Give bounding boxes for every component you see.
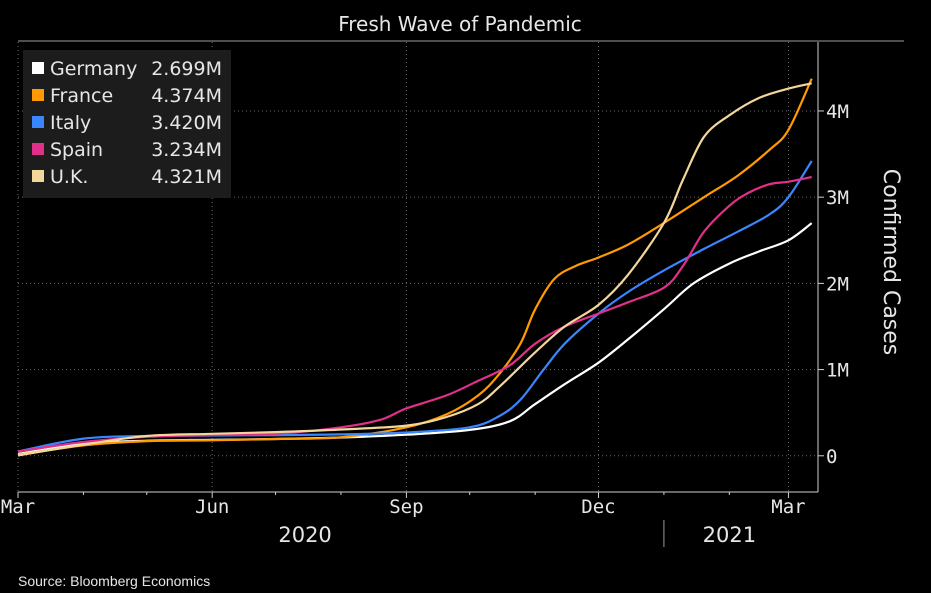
series-line-spain [17, 175, 812, 453]
series-lines [17, 78, 813, 457]
x-tick-label: Sep [389, 496, 423, 518]
legend-swatch [32, 62, 44, 74]
legend-swatch [32, 170, 44, 182]
x-tick-label: Dec [581, 496, 615, 518]
y-tick-label: 0 [826, 446, 837, 468]
axes: 0 1M 2M 3M 4M Mar Jun Sep Dec Mar 2020 2021 [1, 42, 849, 547]
x-tick-label: Mar [1, 496, 35, 518]
y-tick-label: 1M [826, 360, 849, 382]
x-tick-label: Mar [771, 496, 805, 518]
legend: Germany 2.699M France 4.374M Italy 3.420M Spai… [23, 50, 231, 198]
legend-series-name: Germany [50, 58, 137, 80]
y-tick-label: 3M [826, 187, 849, 209]
year-label: 2020 [278, 523, 331, 547]
chart-title: Fresh Wave of Pandemic [338, 12, 582, 36]
y-tick-label: 2M [826, 273, 849, 295]
legend-series-value: 2.699M [151, 58, 222, 80]
legend-series-value: 4.374M [151, 85, 222, 107]
series-line-uk [17, 82, 812, 457]
legend-series-value: 3.420M [151, 112, 222, 134]
legend-series-name: France [50, 85, 113, 107]
year-label: 2021 [703, 523, 756, 547]
legend-series-name: Spain [50, 139, 103, 161]
legend-series-value: 3.234M [151, 139, 222, 161]
legend-swatch [32, 89, 44, 101]
source-note: Source: Bloomberg Economics [18, 573, 210, 589]
y-tick-label: 4M [826, 101, 849, 123]
series-line-france [17, 78, 813, 456]
grid [17, 42, 818, 492]
legend-swatch [32, 116, 44, 128]
legend-swatch [32, 143, 44, 155]
legend-series-name: Italy [50, 112, 91, 134]
y-axis-label: Confirmed Cases [878, 169, 903, 356]
legend-series-value: 4.321M [151, 166, 222, 188]
legend-series-name: U.K. [50, 166, 88, 188]
legend-box [23, 50, 231, 198]
x-tick-label: Jun [195, 496, 229, 518]
